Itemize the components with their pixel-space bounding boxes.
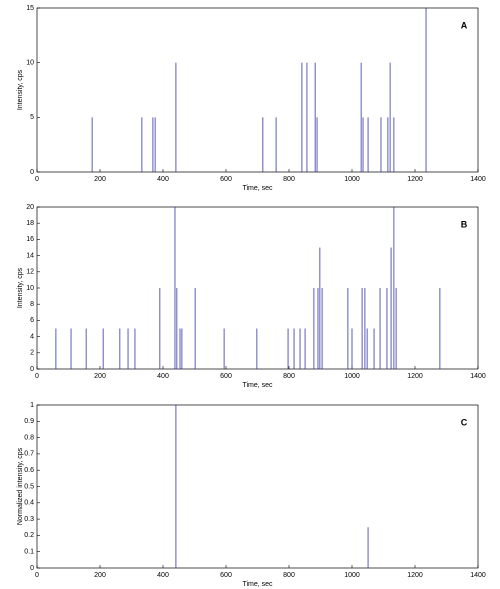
y-tick-label: 0.7	[24, 451, 34, 458]
y-axis-label: Intensity, cps	[17, 69, 24, 110]
x-tick-label: 1000	[344, 176, 360, 183]
x-tick-label: 1000	[344, 373, 360, 380]
y-tick-label: 0.5	[24, 483, 34, 490]
y-tick-label: 0.6	[24, 467, 34, 474]
x-tick-label: 800	[283, 176, 295, 183]
y-tick-label: 0.8	[24, 434, 34, 441]
panel-label: C	[461, 417, 468, 427]
x-axis-label: Time, sec	[242, 382, 273, 389]
x-tick-label: 400	[157, 176, 169, 183]
y-tick-label: 16	[26, 236, 34, 243]
y-tick-label: 5	[30, 114, 34, 121]
x-axis-label: Time, sec	[242, 581, 273, 588]
y-tick-label: 6	[30, 317, 34, 324]
x-tick-label: 600	[220, 373, 232, 380]
y-tick-label: 0.1	[24, 549, 34, 556]
x-tick-label: 400	[157, 373, 169, 380]
y-tick-label: 0	[30, 565, 34, 572]
y-tick-label: 0.2	[24, 532, 34, 539]
x-tick-label: 800	[283, 373, 295, 380]
y-tick-label: 0	[30, 366, 34, 373]
y-tick-label: 4	[30, 333, 34, 340]
plot-frame	[36, 404, 479, 569]
plot-frame	[36, 7, 479, 173]
y-tick-label: 18	[26, 220, 34, 227]
x-tick-label: 1000	[344, 572, 360, 579]
x-tick-label: 200	[94, 176, 106, 183]
y-tick-label: 8	[30, 301, 34, 308]
x-tick-label: 1200	[407, 572, 423, 579]
x-tick-label: 1200	[407, 373, 423, 380]
panel-label: A	[461, 20, 468, 30]
y-tick-label: 15	[26, 5, 34, 12]
y-tick-label: 10	[26, 60, 34, 67]
y-tick-label: 0	[30, 169, 34, 176]
y-tick-label: 20	[26, 204, 34, 211]
x-tick-label: 1400	[470, 373, 486, 380]
y-tick-label: 2	[30, 350, 34, 357]
x-tick-label: 1200	[407, 176, 423, 183]
panel-label: B	[461, 219, 468, 229]
x-tick-label: 0	[35, 176, 39, 183]
y-tick-label: 1	[30, 402, 34, 409]
x-axis-label: Time, sec	[242, 185, 273, 192]
x-tick-label: 200	[94, 572, 106, 579]
y-tick-label: 14	[26, 252, 34, 259]
x-tick-label: 0	[35, 373, 39, 380]
y-tick-label: 10	[26, 285, 34, 292]
x-tick-label: 600	[220, 176, 232, 183]
x-tick-label: 0	[35, 572, 39, 579]
x-tick-label: 400	[157, 572, 169, 579]
y-axis-label: Intensity, cps	[17, 267, 24, 308]
y-axis-label: Normalized intensity, cps	[17, 447, 24, 525]
x-tick-label: 200	[94, 373, 106, 380]
x-tick-label: 600	[220, 572, 232, 579]
x-tick-label: 1400	[470, 572, 486, 579]
y-tick-label: 0.4	[24, 500, 34, 507]
x-tick-label: 800	[283, 572, 295, 579]
y-tick-label: 0.9	[24, 418, 34, 425]
x-tick-label: 1400	[470, 176, 486, 183]
y-tick-label: 0.3	[24, 516, 34, 523]
y-tick-label: 12	[26, 269, 34, 276]
